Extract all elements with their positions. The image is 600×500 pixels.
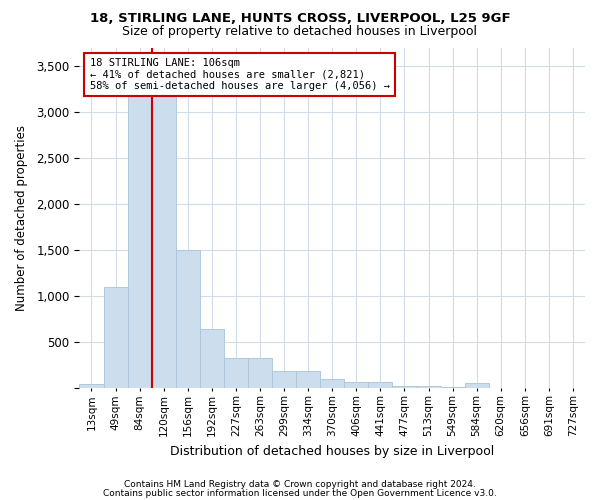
Bar	[248, 358, 272, 388]
Bar	[200, 328, 224, 388]
Text: 18, STIRLING LANE, HUNTS CROSS, LIVERPOOL, L25 9GF: 18, STIRLING LANE, HUNTS CROSS, LIVERPOO…	[89, 12, 511, 26]
Text: Contains public sector information licensed under the Open Government Licence v3: Contains public sector information licen…	[103, 488, 497, 498]
Bar	[416, 386, 440, 388]
Y-axis label: Number of detached properties: Number of detached properties	[15, 125, 28, 311]
Bar	[128, 94, 152, 389]
Bar	[464, 383, 489, 388]
Text: Contains HM Land Registry data © Crown copyright and database right 2024.: Contains HM Land Registry data © Crown c…	[124, 480, 476, 489]
Bar	[368, 382, 392, 388]
Text: Size of property relative to detached houses in Liverpool: Size of property relative to detached ho…	[122, 25, 478, 38]
Bar	[272, 370, 296, 388]
Text: 18 STIRLING LANE: 106sqm
← 41% of detached houses are smaller (2,821)
58% of sem: 18 STIRLING LANE: 106sqm ← 41% of detach…	[89, 58, 389, 91]
Bar	[224, 358, 248, 388]
Bar	[104, 287, 128, 388]
Bar	[392, 386, 416, 388]
Bar	[320, 380, 344, 388]
Bar	[152, 96, 176, 389]
Bar	[176, 250, 200, 388]
Bar	[79, 384, 104, 388]
Bar	[296, 370, 320, 388]
Bar	[344, 382, 368, 388]
X-axis label: Distribution of detached houses by size in Liverpool: Distribution of detached houses by size …	[170, 444, 494, 458]
Bar	[440, 387, 464, 388]
